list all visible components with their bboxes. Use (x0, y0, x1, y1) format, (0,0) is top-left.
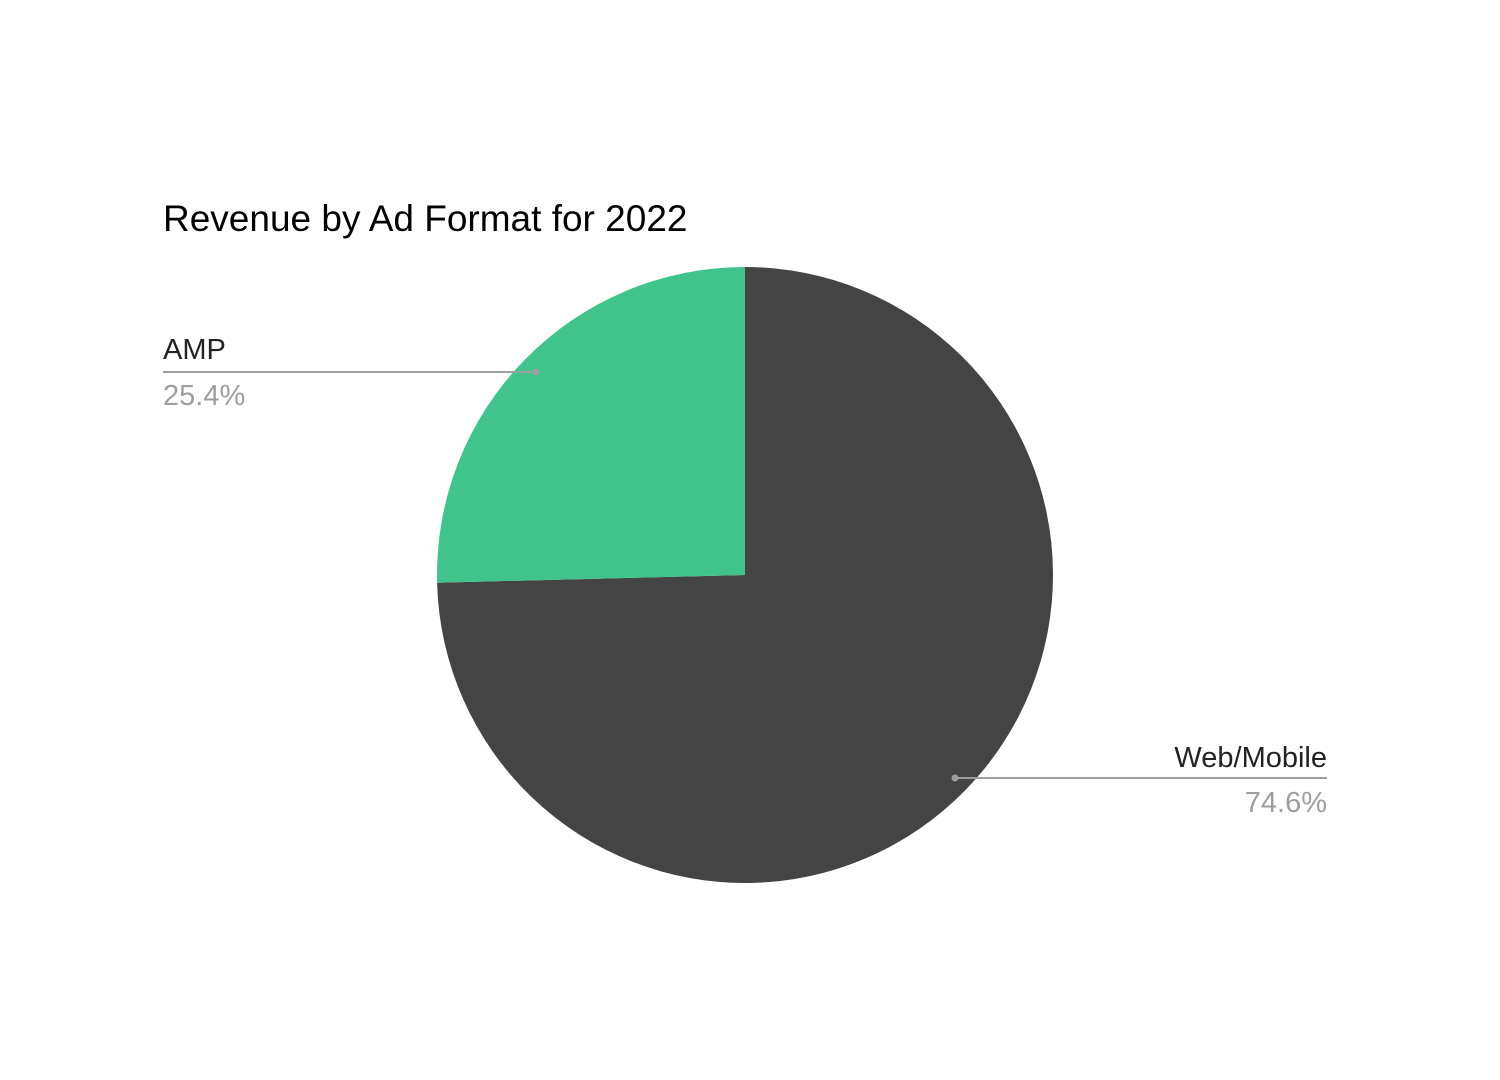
pie-slice-amp (437, 267, 745, 583)
label-group-web-mobile: Web/Mobile 74.6% (951, 742, 1327, 819)
pie-slices (437, 267, 1053, 883)
chart-title: Revenue by Ad Format for 2022 (163, 198, 687, 239)
slice-percent-amp: 25.4% (163, 380, 245, 412)
pie-slice-web-mobile (437, 267, 1053, 883)
slice-label-amp: AMP (163, 334, 226, 366)
slice-label-web-mobile: Web/Mobile (1174, 742, 1327, 774)
leader-dot-web-mobile (951, 774, 959, 782)
label-group-amp: AMP 25.4% (163, 334, 540, 412)
slice-percent-web-mobile: 74.6% (1245, 787, 1327, 819)
leader-dot-amp (532, 368, 540, 376)
